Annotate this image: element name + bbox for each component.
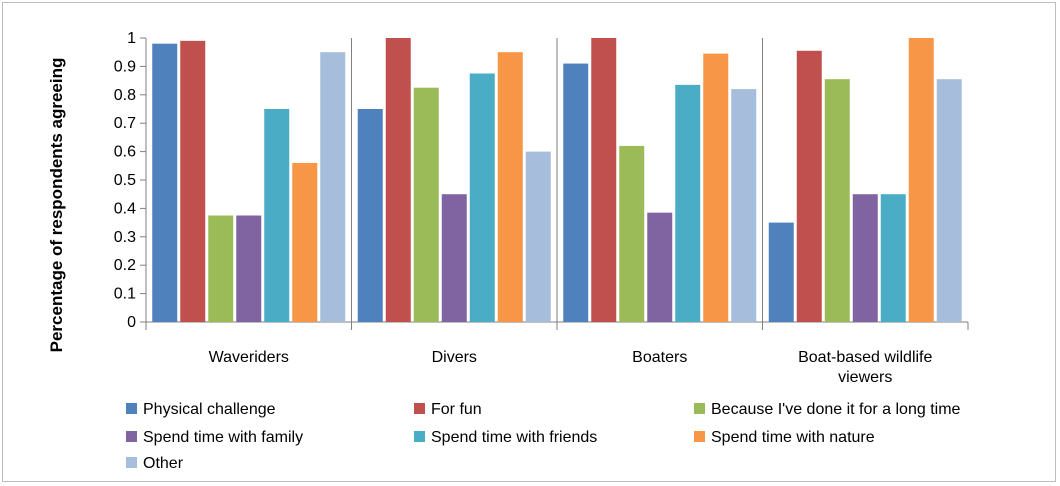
y-tick-label: 0: [127, 314, 136, 331]
bar: [880, 194, 906, 322]
legend-label: Spend time with nature: [711, 429, 875, 446]
bar: [619, 145, 645, 322]
bar: [796, 50, 822, 322]
y-tick-label: 0.7: [114, 115, 136, 132]
bar: [525, 151, 551, 322]
legend-swatch: [694, 403, 705, 414]
category-label: viewers: [838, 369, 892, 386]
bar: [180, 40, 206, 323]
legend-item: Because I've done it for a long time: [694, 401, 961, 418]
legend-label: Spend time with family: [143, 429, 303, 446]
legend-swatch: [126, 403, 137, 414]
bar: [208, 215, 234, 322]
bar: [469, 73, 495, 322]
bar: [563, 63, 589, 323]
y-tick-label: 0.3: [114, 229, 136, 246]
category-label: Boat-based wildlife: [798, 349, 932, 366]
y-tick-label: 0.5: [114, 172, 136, 189]
bar: [441, 194, 467, 322]
bar: [497, 52, 523, 322]
category-label: Boaters: [632, 349, 687, 366]
y-tick-label: 0.6: [114, 144, 136, 161]
bar: [591, 38, 617, 322]
bar: [936, 79, 962, 323]
bar: [647, 212, 673, 322]
category-label: Waveriders: [209, 349, 289, 366]
y-tick-label: 0.4: [114, 200, 136, 217]
category-label: Divers: [432, 349, 477, 366]
legend-item: Other: [126, 455, 184, 472]
bar: [908, 38, 934, 322]
y-axis-label: Percentage of respondents agreeing: [47, 58, 66, 353]
y-tick-label: 0.8: [114, 87, 136, 104]
bar: [264, 109, 290, 322]
legend-label: For fun: [431, 401, 482, 418]
legend-swatch: [694, 431, 705, 442]
bar: [675, 84, 701, 322]
legend-item: Spend time with family: [126, 429, 303, 446]
bar: [152, 43, 178, 323]
y-tick-label: 1: [127, 30, 136, 47]
bar: [292, 162, 318, 322]
bar: [385, 38, 411, 322]
legend-item: Spend time with friends: [414, 429, 597, 446]
legend-item: For fun: [414, 401, 482, 418]
legend-swatch: [414, 403, 425, 414]
bar: [731, 89, 757, 323]
legend-label: Other: [143, 455, 184, 472]
y-tick-label: 0.1: [114, 286, 136, 303]
legend-label: Spend time with friends: [431, 429, 597, 446]
bar: [413, 87, 439, 322]
y-tick-label: 0.2: [114, 257, 136, 274]
legend-item: Physical challenge: [126, 401, 276, 418]
bar: [320, 52, 346, 322]
legend-swatch: [126, 457, 137, 468]
bar: [824, 79, 850, 323]
tick-labels: 0 0.1 0.2 0.3 0.4 0.5 0.6 0.7 0.8 0.9 1: [114, 30, 136, 331]
bar: [357, 109, 383, 322]
legend-item: Spend time with nature: [694, 429, 875, 446]
bar: [852, 194, 878, 322]
bar: [768, 222, 794, 322]
legend: Physical challenge For fun Because I've do…: [126, 401, 961, 472]
bar: [703, 53, 729, 323]
bar: [236, 215, 262, 322]
category-labels: Waveriders Divers Boaters Boat-based wildli…: [209, 349, 933, 386]
legend-label: Because I've done it for a long time: [711, 401, 961, 418]
bars: [152, 38, 962, 323]
legend-swatch: [414, 431, 425, 442]
legend-swatch: [126, 431, 137, 442]
legend-label: Physical challenge: [143, 401, 276, 418]
y-tick-label: 0.9: [114, 58, 136, 75]
